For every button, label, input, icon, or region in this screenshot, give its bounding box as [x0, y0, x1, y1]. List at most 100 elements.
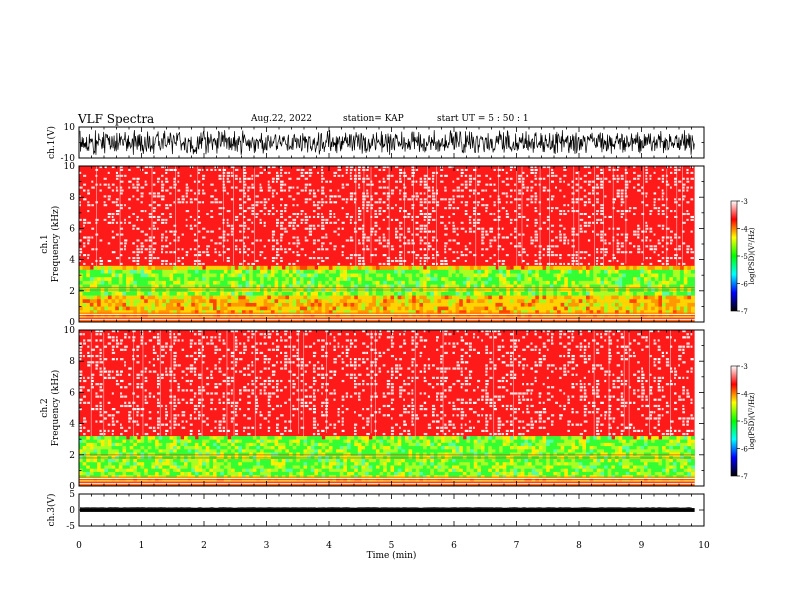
ch1-spectrogram-speckle: [255, 174, 260, 177]
ch1-spectrogram-lowband-cell: [546, 298, 551, 303]
ch1-spectrogram-speckle: [592, 212, 595, 216]
ch2-spectrogram-speckle: [173, 414, 177, 417]
ch1-spectrogram-lowband-cell: [408, 265, 413, 270]
ch1-spectrogram-lowband-cell: [191, 309, 196, 314]
ch1-spectrogram-speckle: [128, 186, 131, 189]
ch1-spectrogram-speckle: [456, 257, 460, 260]
ch1-spectrogram-lowband-cell: [82, 309, 87, 314]
ch1-spectrogram-lowband-cell: [622, 291, 627, 296]
ch1-spectrogram-speckle: [690, 171, 694, 174]
ch1-spectrogram-lowband-cell: [318, 269, 322, 274]
ch1-spectrogram-lowband-cell: [375, 295, 380, 300]
ch2-spectrogram-speckle: [156, 339, 161, 342]
ch1-spectrogram-lowband-cell: [372, 306, 377, 311]
ch1-spectrogram-speckle: [596, 259, 599, 263]
ch1-spectrogram-speckle: [349, 257, 353, 260]
ch1-spectrogram-speckle: [243, 174, 246, 177]
ch1-spectrogram-lowband-cell: [517, 298, 522, 303]
ch1-spectrogram-lowband-cell: [538, 302, 543, 307]
ch1-spectrogram-speckle: [230, 174, 234, 177]
ch1-spectrogram-lowband-cell: [477, 291, 482, 296]
ch1-spectrogram-speckle: [263, 224, 266, 227]
ch1-spectrogram-speckle: [440, 180, 444, 183]
ch1-spectrogram-speckle: [362, 207, 365, 210]
ch1-spectrogram-speckle: [448, 239, 452, 242]
ch1-spectrogram-speckle: [374, 230, 378, 233]
ch1-spectrogram-lowband-cell: [484, 276, 489, 281]
ch1-spectrogram-lowband-cell: [535, 302, 540, 307]
ch1-spectrogram-speckle: [280, 166, 282, 169]
ch1-spectrogram-lowband-cell: [93, 280, 98, 285]
ch2-spectrogram-speckle: [140, 336, 144, 339]
ch1-spectrogram-lowband-cell: [339, 280, 344, 285]
ch1-spectrogram-lowband-cell: [328, 280, 333, 285]
ch1-spectrogram-lowband-cell: [104, 273, 109, 278]
ch1-spectrogram-lowband-cell: [176, 273, 181, 278]
ch1-spectrogram-speckle: [641, 262, 644, 265]
ch1-spectrogram-lowband-cell: [538, 269, 543, 274]
ch1-spectrogram-lowband-cell: [665, 265, 670, 270]
ch1-spectrogram-lowband-cell: [281, 273, 286, 278]
ch2-spectrogram-speckle: [165, 417, 167, 420]
ch1-spectrogram-speckle: [456, 233, 459, 236]
ch1-spectrogram-speckle: [657, 207, 661, 210]
ch1-spectrogram-speckle: [386, 198, 389, 201]
ch1-spectrogram-speckle: [198, 168, 202, 171]
ch1-spectrogram-lowband-cell: [488, 269, 493, 274]
ch1-spectrogram-lowband-cell: [357, 295, 362, 300]
ch1-spectrogram-speckle: [276, 224, 279, 227]
ch1-spectrogram-speckle: [473, 212, 476, 216]
ch1-spectrogram-speckle: [234, 174, 238, 177]
ch1-spectrogram-lowband-cell: [122, 284, 127, 289]
ch1-spectrogram-speckle: [460, 168, 464, 171]
ch1-spectrogram-lowband-cell: [585, 295, 590, 300]
ch2-spectrogram-speckle: [120, 373, 122, 376]
ch1-spectrogram-lowband-cell: [133, 309, 138, 314]
ch1-spectrogram-lowband-cell: [408, 276, 413, 281]
ch1-spectrogram-lowband-cell: [680, 276, 685, 281]
ch2-spectrogram-speckle: [202, 398, 204, 401]
ch1-spectrogram-lowband-cell: [165, 284, 170, 289]
ch1-spectrogram-speckle: [337, 189, 340, 192]
ch1-spectrogram-speckle: [280, 189, 284, 192]
ch1-spectrogram-colorbar-tick-label: -6: [741, 281, 748, 289]
ch1-spectrogram-lowband-cell: [459, 273, 464, 278]
ch1-spectrogram-lowband-cell: [245, 298, 250, 303]
ch1-spectrogram-speckle: [321, 259, 325, 263]
ch1-spectrogram-speckle: [161, 166, 165, 169]
ch1-spectrogram-speckle: [690, 257, 694, 260]
ch1-spectrogram-speckle: [497, 218, 501, 221]
ch1-spectrogram-speckle: [386, 195, 391, 198]
ch1-spectrogram-lowband-cell: [115, 291, 120, 296]
ch1-spectrogram-speckle: [665, 259, 669, 263]
ch2-spectrogram-speckle: [99, 420, 103, 423]
ch1-spectrogram-lowband-cell: [176, 284, 181, 289]
ch1-spectrogram-lowband-cell: [263, 276, 268, 281]
ch1-spectrogram-speckle: [526, 204, 529, 207]
ch1-spectrogram-lowband-cell: [169, 298, 174, 303]
ch1-spectrogram-lowband-cell: [93, 273, 98, 278]
ch1-spectrogram-speckle: [169, 242, 172, 245]
ch1-spectrogram-speckle: [148, 204, 152, 207]
ch1-spectrogram-lowband-cell: [636, 302, 641, 307]
ch1-spectrogram-speckle: [633, 166, 636, 169]
ch2-spectrogram-speckle: [111, 420, 115, 423]
ch1-spectrogram-lowband-cell: [683, 273, 688, 278]
ch1-spectrogram-speckle: [358, 218, 362, 221]
ch1-spectrogram-speckle: [165, 262, 168, 265]
ch2-spectrogram-speckle: [99, 383, 103, 386]
ch1-spectrogram-lowband-cell: [372, 280, 377, 285]
ch1-spectrogram-lowband-cell: [169, 309, 174, 314]
ch1-spectrogram-speckle: [505, 183, 510, 186]
ch1-spectrogram-lowband-cell: [524, 295, 529, 300]
ch1-spectrogram-speckle: [452, 207, 456, 210]
ch1-spectrogram-lowband-cell: [82, 284, 87, 289]
ch1-spectrogram-lowband-cell: [216, 284, 221, 289]
ch1-spectrogram-speckle: [464, 254, 468, 257]
ch1-spectrogram-speckle: [473, 210, 477, 213]
ch1-spectrogram-speckle: [579, 212, 584, 216]
ch1-spectrogram-lowband-cell: [386, 280, 391, 285]
ch2-spectrogram-speckle: [165, 429, 169, 433]
ch1-spectrogram-lowband-cell: [441, 280, 446, 285]
ch1-spectrogram-speckle: [493, 262, 496, 265]
